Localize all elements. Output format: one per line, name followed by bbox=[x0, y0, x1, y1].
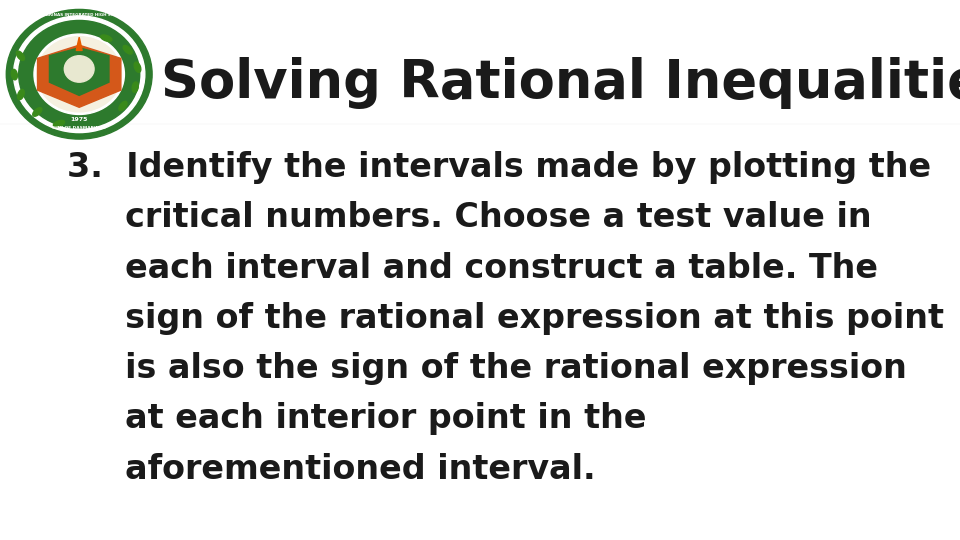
Circle shape bbox=[7, 9, 152, 139]
Ellipse shape bbox=[119, 102, 127, 111]
Text: is also the sign of the rational expression: is also the sign of the rational express… bbox=[67, 352, 907, 385]
Text: CITY OF DASMARINAS: CITY OF DASMARINAS bbox=[52, 126, 107, 130]
Ellipse shape bbox=[132, 82, 138, 92]
Text: aforementioned interval.: aforementioned interval. bbox=[67, 453, 596, 485]
Text: critical numbers. Choose a test value in: critical numbers. Choose a test value in bbox=[67, 201, 872, 234]
Text: 1975: 1975 bbox=[70, 117, 88, 122]
Ellipse shape bbox=[33, 107, 42, 116]
Text: Solving Rational Inequalities: Solving Rational Inequalities bbox=[161, 57, 960, 109]
Circle shape bbox=[34, 34, 125, 114]
Circle shape bbox=[18, 21, 140, 128]
Text: 3.  Identify the intervals made by plotting the: 3. Identify the intervals made by plotti… bbox=[67, 151, 931, 184]
Ellipse shape bbox=[134, 62, 141, 72]
Ellipse shape bbox=[16, 51, 25, 60]
Ellipse shape bbox=[54, 120, 64, 127]
Text: DASMARINAS INTEGRATED HIGH SCHOOL: DASMARINAS INTEGRATED HIGH SCHOOL bbox=[32, 14, 127, 17]
Polygon shape bbox=[76, 37, 83, 50]
Polygon shape bbox=[37, 45, 121, 107]
Circle shape bbox=[13, 16, 145, 133]
Ellipse shape bbox=[12, 69, 17, 80]
Circle shape bbox=[64, 56, 94, 82]
Ellipse shape bbox=[101, 35, 112, 42]
Ellipse shape bbox=[17, 90, 24, 100]
Circle shape bbox=[36, 37, 122, 112]
Polygon shape bbox=[49, 48, 108, 96]
Text: at each interior point in the: at each interior point in the bbox=[67, 402, 647, 435]
Text: sign of the rational expression at this point: sign of the rational expression at this … bbox=[67, 302, 945, 335]
Text: each interval and construct a table. The: each interval and construct a table. The bbox=[67, 252, 878, 285]
Ellipse shape bbox=[123, 45, 132, 54]
